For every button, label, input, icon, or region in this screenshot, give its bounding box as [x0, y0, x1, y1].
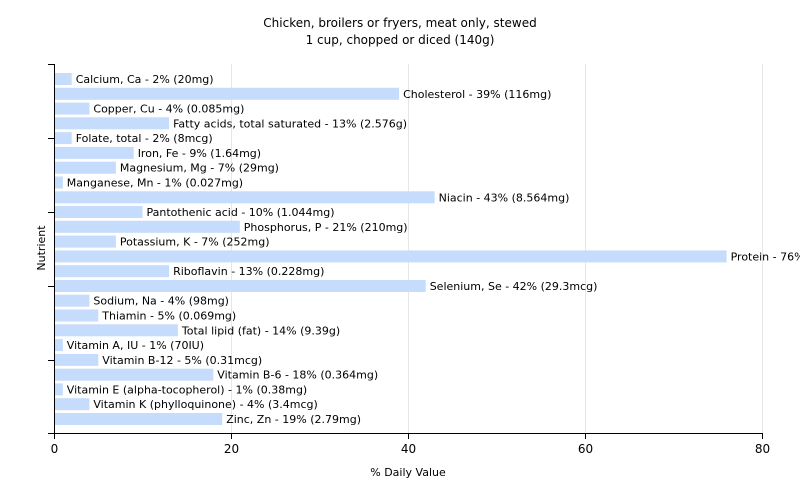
bar-label: Riboflavin - 13% (0.228mg) — [173, 265, 324, 278]
x-tick-label: 60 — [578, 442, 593, 456]
bar-label: Pantothenic acid - 10% (1.044mg) — [147, 206, 335, 219]
bar — [55, 265, 170, 278]
bar-label: Thiamin - 5% (0.069mg) — [101, 310, 236, 323]
bar — [55, 250, 727, 263]
axes: 0 20 40 60 80 — [48, 64, 770, 456]
bar-label: Sodium, Na - 4% (98mg) — [93, 295, 229, 308]
bar — [55, 339, 63, 352]
bar-label: Vitamin E (alpha-tocopherol) - 1% (0.38m… — [67, 383, 307, 396]
bar-label: Vitamin A, IU - 1% (70IU) — [67, 339, 204, 352]
bar-label: Selenium, Se - 42% (29.3mcg) — [430, 280, 598, 293]
bar-label: Vitamin K (phylloquinone) - 4% (3.4mcg) — [93, 398, 317, 411]
bar-label: Vitamin B-12 - 5% (0.31mcg) — [102, 354, 262, 367]
bar — [55, 220, 240, 233]
bar — [55, 280, 426, 292]
bar — [55, 398, 90, 411]
chart-subtitle: 1 cup, chopped or diced (140g) — [306, 33, 495, 47]
bar — [55, 87, 400, 100]
x-tick-label: 80 — [755, 442, 770, 456]
bar — [55, 383, 63, 396]
bar-label: Vitamin B-6 - 18% (0.364mg) — [217, 369, 378, 382]
bar — [55, 191, 435, 204]
bar-label: Magnesium, Mg - 7% (29mg) — [120, 162, 279, 175]
bar-label: Folate, total - 2% (8mcg) — [76, 132, 213, 145]
bars — [55, 73, 727, 425]
bar — [55, 102, 90, 115]
bar — [55, 161, 116, 174]
bar-label: Potassium, K - 7% (252mg) — [120, 236, 270, 249]
bar — [55, 206, 143, 218]
y-axis-title: Nutrient — [35, 225, 48, 271]
bar-label: Manganese, Mn - 1% (0.027mg) — [67, 177, 243, 190]
bar-label: Protein - 76% (38.21g) — [731, 250, 800, 263]
bar-label: Phosphorus, P - 21% (210mg) — [244, 221, 408, 234]
bar — [55, 353, 99, 366]
bar — [55, 324, 178, 337]
bar — [55, 176, 63, 189]
x-tick-label: 0 — [51, 442, 59, 456]
bar-label: Iron, Fe - 9% (1.64mg) — [138, 147, 261, 160]
bar — [55, 235, 116, 248]
bar-label: Calcium, Ca - 2% (20mg) — [76, 73, 214, 86]
bar — [55, 309, 99, 322]
bar — [55, 132, 72, 145]
bar-label: Fatty acids, total saturated - 13% (2.57… — [173, 117, 407, 130]
bar-label: Zinc, Zn - 19% (2.79mg) — [226, 413, 361, 426]
bar-label: Total lipid (fat) - 14% (9.39g) — [181, 324, 340, 337]
x-tick-label: 40 — [401, 442, 416, 456]
bar — [55, 294, 90, 307]
x-tick-label: 20 — [224, 442, 239, 456]
bar — [55, 368, 214, 381]
x-axis-title: % Daily Value — [370, 466, 446, 479]
chart-title: Chicken, broilers or fryers, meat only, … — [263, 16, 536, 30]
bar-label: Niacin - 43% (8.564mg) — [439, 191, 570, 204]
bar — [55, 73, 72, 85]
bar — [55, 413, 223, 425]
bar-labels: Calcium, Ca - 2% (20mg) Cholesterol - 39%… — [67, 73, 800, 426]
bar — [55, 146, 134, 159]
bar-label: Cholesterol - 39% (116mg) — [403, 88, 551, 101]
bar-label: Copper, Cu - 4% (0.085mg) — [93, 103, 244, 116]
bar — [55, 117, 170, 130]
